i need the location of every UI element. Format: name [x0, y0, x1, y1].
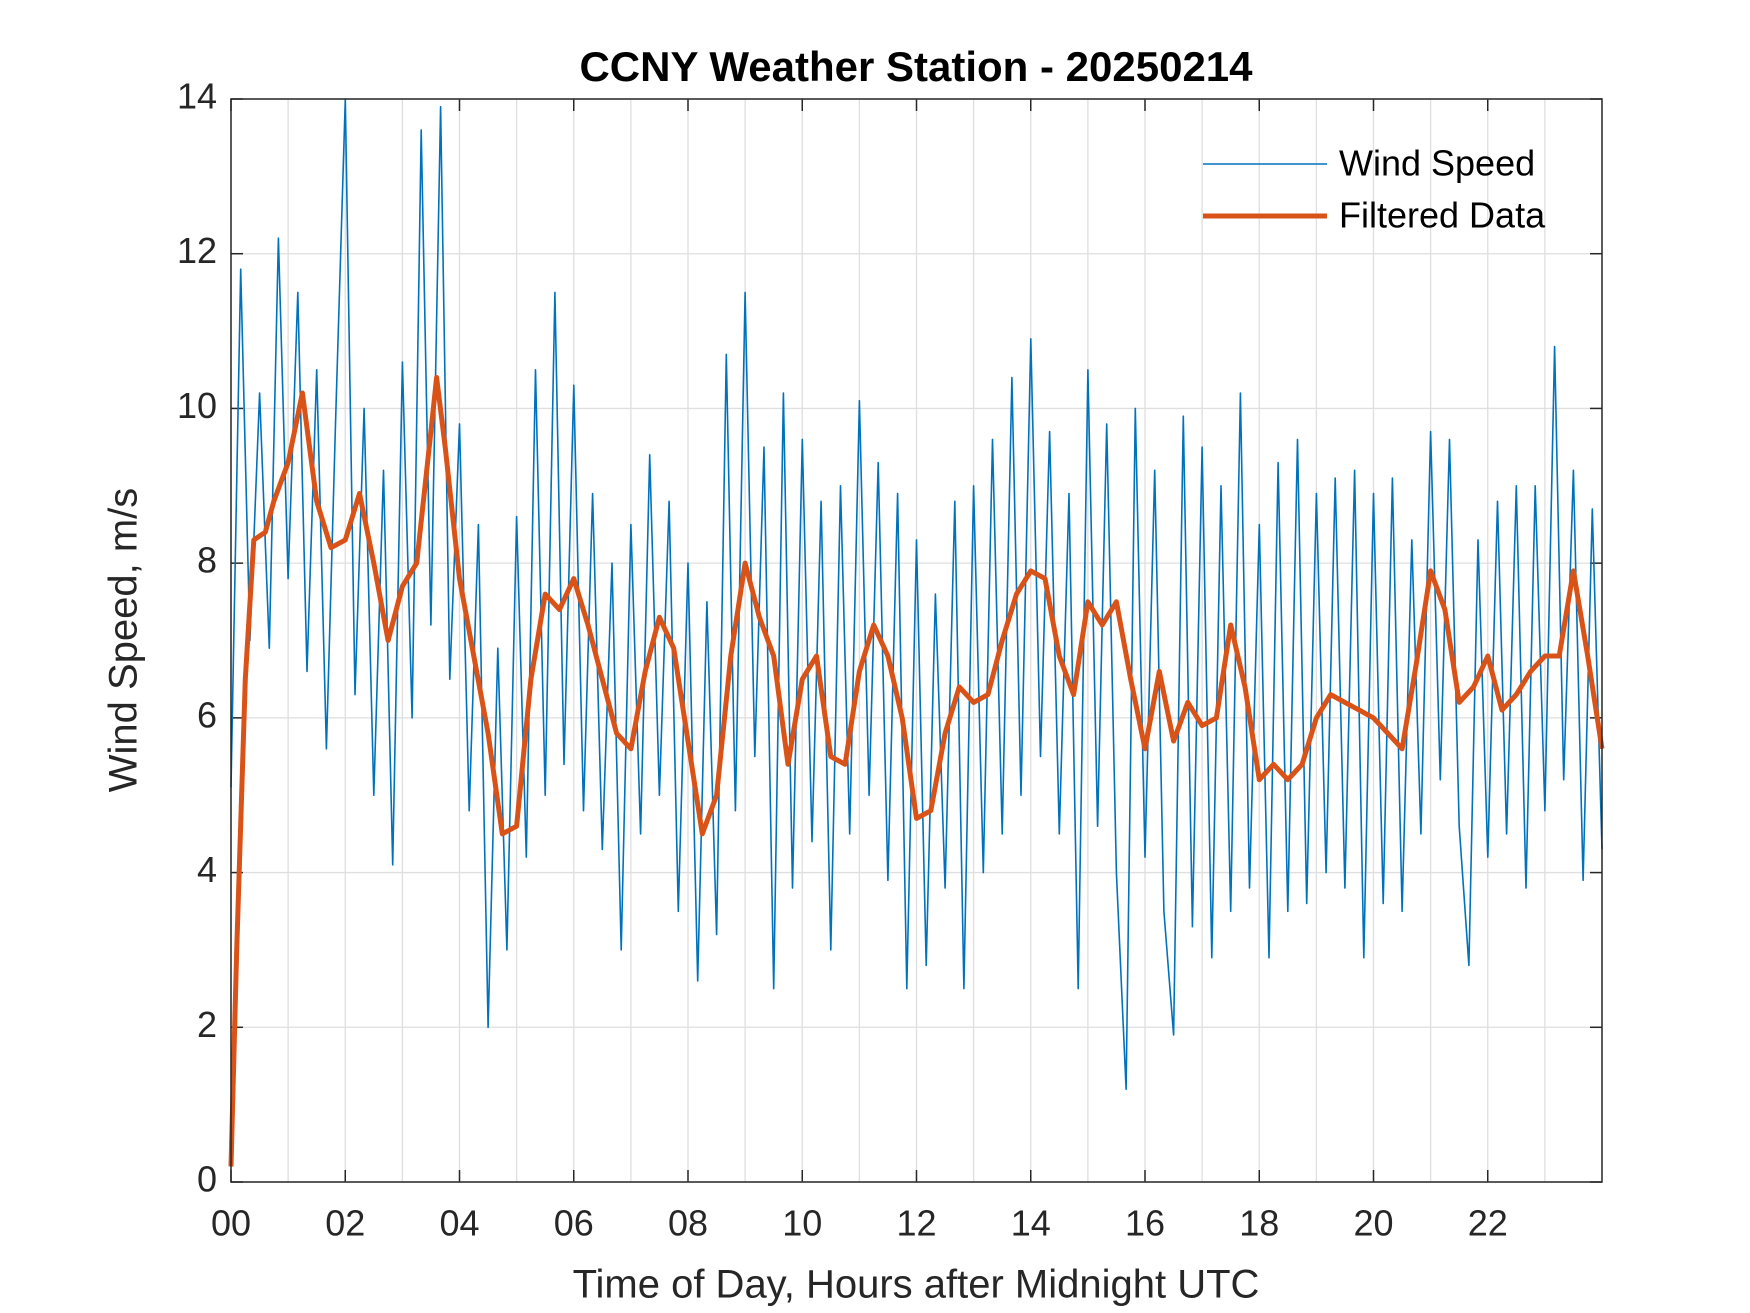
- chart-title: CCNY Weather Station - 20250214: [579, 43, 1253, 90]
- x-tick-label: 04: [439, 1203, 479, 1244]
- x-tick-label: 18: [1239, 1203, 1279, 1244]
- y-tick-label: 8: [197, 540, 217, 581]
- plot-frame: [230, 98, 1603, 1183]
- x-tick-label: 10: [782, 1203, 822, 1244]
- x-tick-label: 16: [1125, 1203, 1165, 1244]
- x-tick-label: 06: [554, 1203, 594, 1244]
- y-tick-label: 14: [177, 76, 217, 117]
- x-tick-label: 14: [1011, 1203, 1051, 1244]
- x-tick-label: 12: [896, 1203, 936, 1244]
- x-tick-label: 20: [1353, 1203, 1393, 1244]
- series-line: [230, 98, 1603, 1090]
- y-tick-label: 0: [197, 1159, 217, 1200]
- x-tick-label: 02: [325, 1203, 365, 1244]
- y-tick-label: 10: [177, 385, 217, 426]
- x-tick-label: 08: [668, 1203, 708, 1244]
- x-axis-label: Time of Day, Hours after Midnight UTC: [573, 1263, 1260, 1307]
- x-tick-label: 00: [211, 1203, 251, 1244]
- y-tick-label: 6: [197, 694, 217, 735]
- y-tick-label: 12: [177, 230, 217, 271]
- y-tick-label: 4: [197, 849, 217, 890]
- legend-label: Wind Speed: [1339, 143, 1535, 184]
- y-tick-label: 2: [197, 1004, 217, 1045]
- series-line: [228, 375, 1605, 1167]
- x-tick-label: 22: [1468, 1203, 1508, 1244]
- legend-label: Filtered Data: [1339, 195, 1546, 236]
- y-axis-label: Wind Speed, m/s: [102, 488, 146, 793]
